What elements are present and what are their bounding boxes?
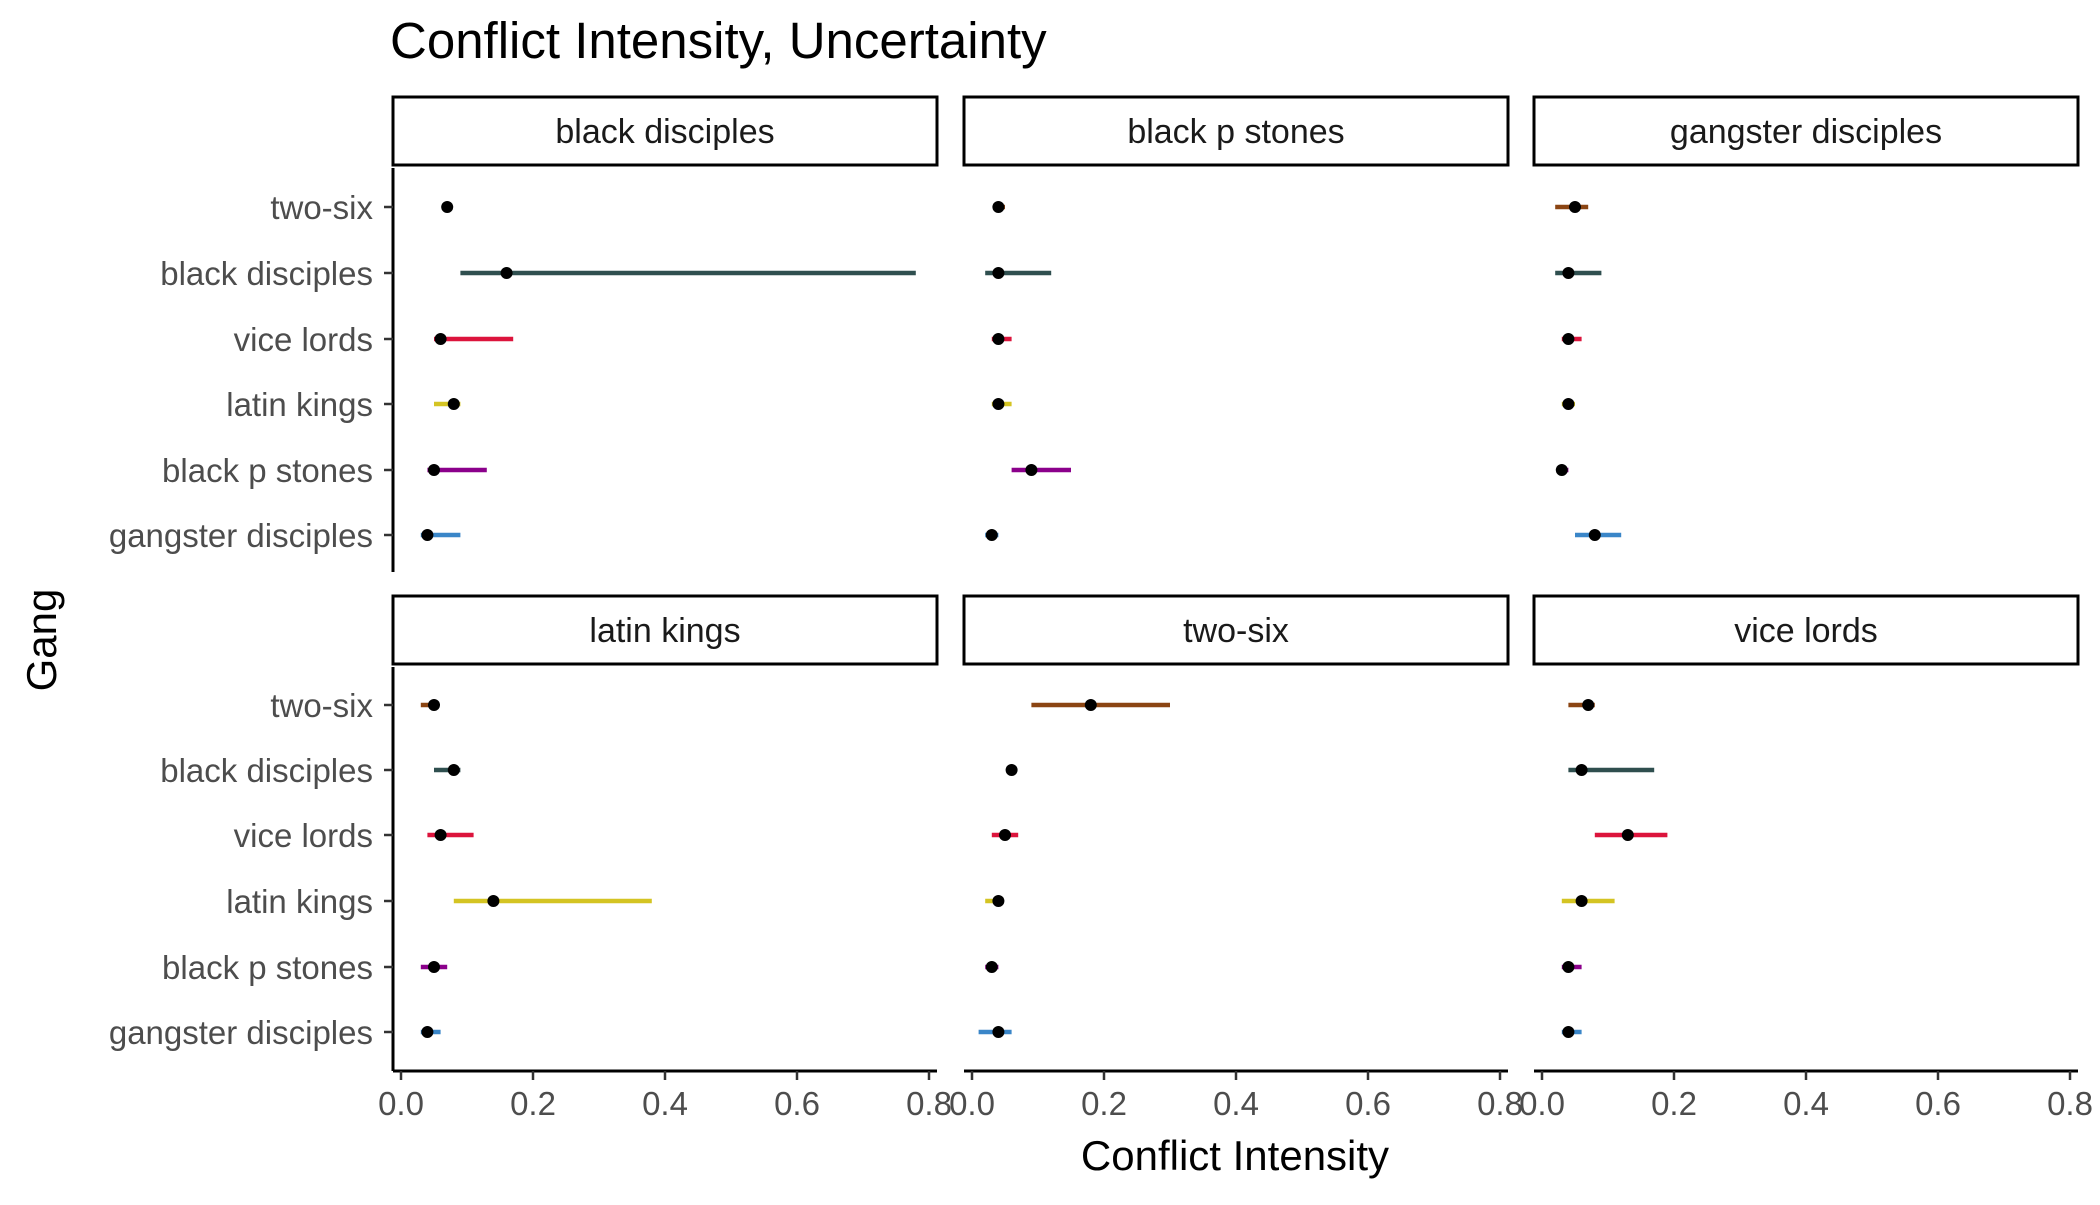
x-tick-label: 0.8 [2047, 1085, 2093, 1122]
point-two-six-latin-kings [992, 895, 1005, 907]
facets-group: black disciples two-six black disciples vic… [109, 95, 2093, 1122]
point-two-six-black-p-stones [985, 961, 998, 973]
point-two-six-two-six [1084, 699, 1097, 711]
facet-label-two-six: two-six [1183, 612, 1289, 650]
point-gangster-disciples-vice-lords [1562, 333, 1575, 345]
point-latin-kings-black-p-stones [428, 961, 440, 973]
point-two-six-gangster-disciples [992, 1026, 1005, 1038]
y-axis-title: Gang [18, 589, 65, 692]
point-vice-lords-black-disciples [1575, 764, 1588, 776]
facet-strip-two-six [962, 594, 1510, 666]
x-tick-label: 0.0 [378, 1085, 424, 1122]
x-tick-label: 0.2 [510, 1085, 556, 1122]
facet-label-gangster-disciples: gangster disciples [1670, 113, 1942, 151]
x-tick-label: 0.4 [642, 1085, 688, 1122]
x-tick-label: 0.2 [1081, 1085, 1127, 1122]
facet-label-black-disciples: black disciples [555, 113, 774, 151]
facet-strip-gangster-disciples [1532, 95, 2080, 167]
y-tick-label: black disciples [160, 752, 373, 789]
point-latin-kings-two-six [428, 699, 440, 711]
y-tick-label: vice lords [234, 321, 373, 358]
y-tick-label: black disciples [160, 255, 373, 292]
y-tick-label: gangster disciples [109, 517, 373, 554]
point-gangster-disciples-latin-kings [1562, 398, 1575, 410]
point-black-p-stones-gangster-disciples [985, 529, 998, 541]
x-axis-title: Conflict Intensity [1081, 1132, 1389, 1179]
facet-label-vice-lords: vice lords [1734, 612, 1878, 650]
x-tick-label: 0.0 [949, 1085, 995, 1122]
x-tick-label: 0.6 [774, 1085, 820, 1122]
y-tick-label: vice lords [234, 817, 373, 854]
point-latin-kings-latin-kings [487, 895, 500, 907]
x-tick-label: 0.4 [1783, 1085, 1829, 1122]
facet-label-latin-kings: latin kings [589, 612, 740, 650]
point-latin-kings-gangster-disciples [421, 1026, 434, 1038]
point-gangster-disciples-black-disciples [1562, 267, 1575, 279]
point-gangster-disciples-gangster-disciples [1588, 529, 1601, 541]
y-tick-label: two-six [270, 687, 373, 724]
y-tick-label: black p stones [162, 949, 373, 986]
x-tick-label: 0.6 [1345, 1085, 1391, 1122]
facet-label-black-p-stones: black p stones [1127, 113, 1344, 151]
facet-strip-vice-lords [1532, 594, 2080, 666]
y-tick-label: latin kings [226, 386, 373, 423]
point-black-p-stones-vice-lords [992, 333, 1005, 345]
point-black-p-stones-black-disciples [992, 267, 1005, 279]
facet-strip-black-p-stones [962, 95, 1510, 167]
point-gangster-disciples-two-six [1569, 201, 1581, 213]
point-vice-lords-black-p-stones [1562, 961, 1575, 973]
point-vice-lords-two-six [1582, 699, 1595, 711]
point-black-disciples-vice-lords [434, 333, 447, 345]
point-gangster-disciples-black-p-stones [1555, 464, 1568, 476]
x-tick-label: 0.6 [1915, 1085, 1961, 1122]
point-vice-lords-vice-lords [1621, 829, 1634, 841]
y-tick-label: latin kings [226, 883, 373, 920]
point-black-disciples-two-six [441, 201, 454, 213]
chart-title: Conflict Intensity, Uncertainty [390, 12, 1047, 69]
y-tick-label: black p stones [162, 452, 373, 489]
point-vice-lords-gangster-disciples [1562, 1026, 1575, 1038]
point-latin-kings-vice-lords [434, 829, 447, 841]
y-tick-label: gangster disciples [109, 1014, 373, 1051]
point-black-disciples-gangster-disciples [421, 529, 434, 541]
x-tick-label: 0.4 [1213, 1085, 1259, 1122]
x-tick-label: 0.0 [1519, 1085, 1565, 1122]
x-tick-label: 0.8 [906, 1085, 952, 1122]
point-black-disciples-black-disciples [500, 267, 513, 279]
facet-strip-black-disciples [391, 95, 939, 167]
point-black-p-stones-latin-kings [992, 398, 1005, 410]
x-tick-label: 0.2 [1651, 1085, 1697, 1122]
x-tick-label: 0.8 [1477, 1085, 1523, 1122]
facet-strip-latin-kings [391, 594, 939, 666]
point-two-six-vice-lords [999, 829, 1011, 841]
point-black-disciples-latin-kings [447, 398, 460, 410]
point-black-p-stones-two-six [992, 201, 1005, 213]
point-vice-lords-latin-kings [1575, 895, 1588, 907]
point-black-p-stones-black-p-stones [1025, 464, 1038, 476]
y-tick-label: two-six [270, 189, 373, 226]
point-black-disciples-black-p-stones [428, 464, 440, 476]
point-latin-kings-black-disciples [447, 764, 460, 776]
point-two-six-black-disciples [1005, 764, 1018, 776]
